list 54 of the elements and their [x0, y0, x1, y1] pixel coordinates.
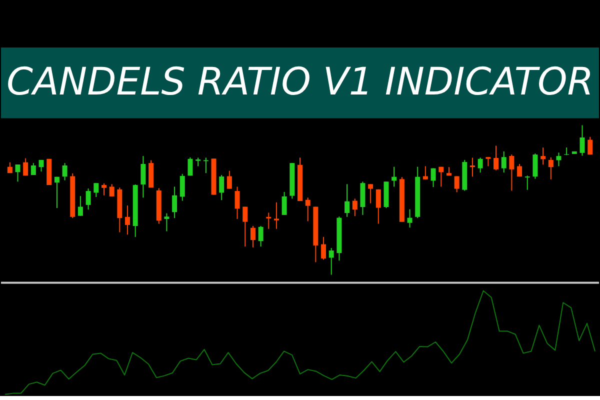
candlestick	[588, 136, 593, 156]
candlestick	[140, 156, 146, 198]
candlestick	[23, 158, 28, 176]
candlestick	[234, 186, 240, 220]
candlestick	[392, 166, 397, 188]
candlestick	[250, 226, 256, 248]
candlestick	[360, 181, 366, 216]
candlestick	[478, 157, 483, 173]
candlestick	[78, 196, 83, 216]
candlestick	[509, 154, 514, 192]
candlestick	[172, 186, 178, 219]
candlestick	[180, 173, 185, 202]
candlestick	[62, 162, 68, 181]
candlestick	[164, 212, 170, 232]
candlestick	[54, 176, 60, 209]
candlestick	[368, 184, 374, 204]
candlestick	[470, 157, 475, 178]
candlestick	[203, 157, 208, 174]
candlestick	[454, 176, 460, 193]
candlestick	[438, 166, 444, 188]
candlestick	[376, 188, 381, 224]
candlestick	[305, 197, 310, 222]
candlestick	[242, 206, 248, 247]
candlestick	[125, 205, 130, 236]
candlestick	[188, 156, 193, 176]
candlestick	[580, 124, 585, 156]
candlestick	[524, 175, 530, 190]
candlestick	[486, 156, 491, 167]
candlestick	[282, 191, 287, 216]
candlestick	[328, 247, 334, 276]
candlestick	[532, 153, 538, 180]
candlestick	[501, 150, 506, 173]
candlestick	[219, 174, 224, 201]
candlestick	[101, 182, 106, 196]
candlestick	[540, 147, 546, 166]
candlestick	[86, 188, 91, 210]
candlestick	[430, 168, 436, 188]
candlestick	[109, 184, 114, 197]
candlestick	[258, 226, 264, 247]
candlestick	[494, 145, 499, 171]
candlestick	[94, 182, 99, 198]
candlestick	[321, 236, 326, 260]
candlestick	[226, 170, 232, 190]
candlestick	[266, 212, 272, 230]
candlestick	[352, 198, 358, 217]
chart-title: CANDELS RATIO V1 INDICATOR	[6, 59, 594, 104]
candlestick	[15, 164, 20, 182]
candlestick	[548, 156, 554, 180]
candlestick	[344, 184, 350, 218]
candlestick	[407, 208, 412, 228]
candlestick	[556, 152, 562, 167]
candlestick	[274, 202, 279, 230]
candlestick	[422, 166, 428, 180]
candlestick	[517, 163, 522, 178]
